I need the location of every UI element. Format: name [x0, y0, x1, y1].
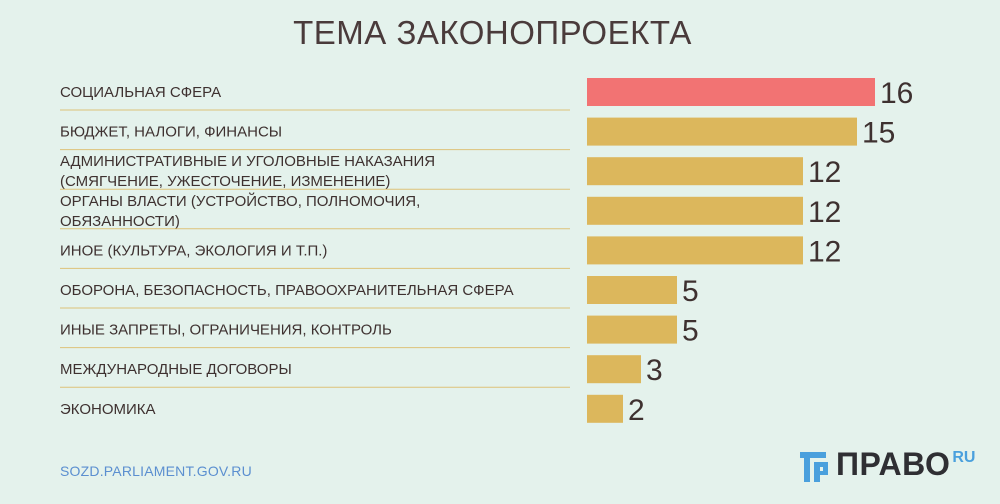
bar: [587, 394, 623, 423]
source-link[interactable]: SOZD.PARLIAMENT.GOV.RU: [60, 463, 252, 479]
category-label: АДМИНИСТРАТИВНЫЕ И УГОЛОВНЫЕ НАКАЗАНИЯ (С…: [60, 153, 435, 190]
pravo-ru-logo: ПРАВО RU: [800, 444, 975, 484]
bar: [587, 276, 677, 304]
bar: [587, 78, 875, 106]
pravo-logo-icon: [800, 452, 828, 482]
value-label: 5: [682, 275, 699, 308]
category-label: ИНОЕ (КУЛЬТУРА, ЭКОЛОГИЯ И Т.П.): [60, 242, 327, 259]
bar: [587, 196, 803, 225]
value-label: 2: [628, 394, 645, 427]
category-label: ЭКОНОМИКА: [60, 401, 156, 418]
value-label: 12: [808, 156, 841, 189]
category-label: ОРГАНЫ ВЛАСТИ (УСТРОЙСТВО, ПОЛНОМОЧИЯ, ОБ…: [60, 192, 420, 230]
bar: [587, 355, 641, 384]
value-label: 3: [646, 354, 663, 387]
value-label: 12: [808, 235, 841, 268]
logo-suffix: RU: [952, 449, 976, 466]
category-label: ИНЫЕ ЗАПРЕТЫ, ОГРАНИЧЕНИЯ, КОНТРОЛЬ: [60, 322, 392, 339]
bar: [587, 157, 803, 186]
logo-name: ПРАВО: [836, 446, 951, 482]
category-label: МЕЖДУНАРОДНЫЕ ДОГОВОРЫ: [60, 361, 292, 378]
chart-title: ТЕМА ЗАКОНОПРОЕКТА: [293, 14, 692, 51]
bar: [587, 117, 857, 146]
category-label: ОБОРОНА, БЕЗОПАСНОСТЬ, ПРАВООХРАНИТЕЛЬНА…: [60, 282, 514, 299]
bar: [587, 315, 677, 344]
value-label: 12: [808, 196, 841, 229]
value-label: 15: [862, 117, 895, 150]
category-label: БЮДЖЕТ, НАЛОГИ, ФИНАНСЫ: [60, 124, 282, 141]
category-label: СОЦИАЛЬНАЯ СФЕРА: [60, 84, 221, 101]
value-label: 16: [880, 77, 913, 110]
bar: [587, 236, 803, 265]
value-label: 5: [682, 315, 699, 348]
